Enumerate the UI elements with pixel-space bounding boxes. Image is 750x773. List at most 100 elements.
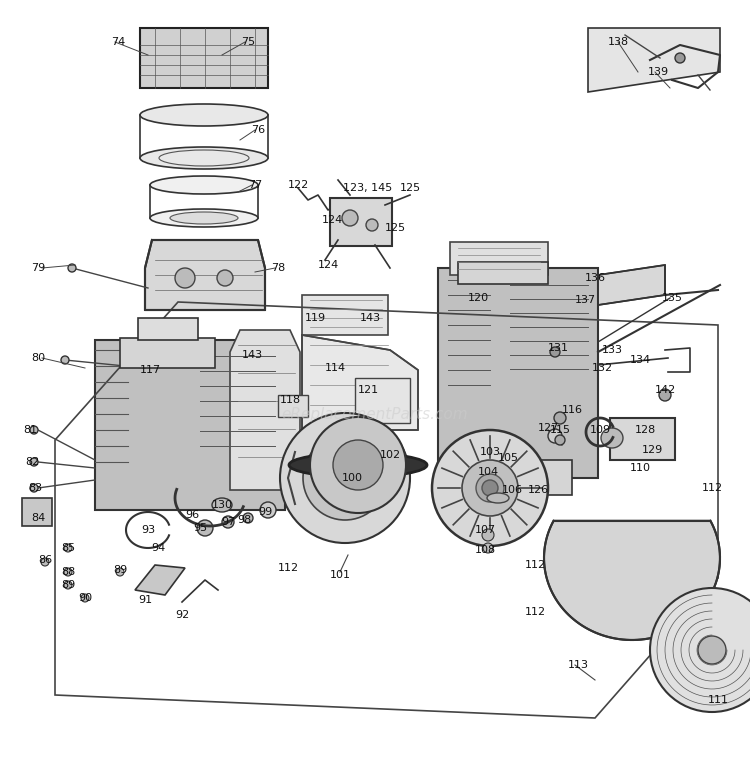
Circle shape bbox=[482, 529, 494, 541]
Circle shape bbox=[548, 429, 562, 443]
Text: 125: 125 bbox=[385, 223, 406, 233]
Polygon shape bbox=[438, 268, 598, 478]
Circle shape bbox=[366, 219, 378, 231]
Text: 90: 90 bbox=[78, 593, 92, 603]
Bar bbox=[278, 395, 308, 417]
Circle shape bbox=[698, 636, 726, 664]
Text: 102: 102 bbox=[380, 450, 400, 460]
Circle shape bbox=[650, 588, 750, 712]
Ellipse shape bbox=[212, 498, 232, 512]
Ellipse shape bbox=[140, 147, 268, 169]
Bar bbox=[355, 378, 410, 423]
Circle shape bbox=[482, 480, 498, 496]
Text: 93: 93 bbox=[141, 525, 155, 535]
Text: 74: 74 bbox=[111, 37, 125, 47]
Circle shape bbox=[263, 507, 273, 517]
Circle shape bbox=[333, 440, 383, 490]
Text: 124: 124 bbox=[317, 260, 339, 270]
Polygon shape bbox=[135, 565, 185, 595]
Text: 113: 113 bbox=[568, 660, 589, 670]
Text: 119: 119 bbox=[304, 313, 326, 323]
Text: 136: 136 bbox=[584, 273, 605, 283]
Circle shape bbox=[41, 558, 49, 566]
Text: 116: 116 bbox=[562, 405, 583, 415]
Text: 109: 109 bbox=[590, 425, 610, 435]
Text: eReplacementParts.com: eReplacementParts.com bbox=[282, 407, 468, 423]
Text: 142: 142 bbox=[654, 385, 676, 395]
Circle shape bbox=[64, 544, 72, 552]
Circle shape bbox=[81, 594, 89, 602]
Polygon shape bbox=[588, 28, 720, 92]
Circle shape bbox=[30, 484, 38, 492]
Polygon shape bbox=[598, 265, 665, 305]
Text: 75: 75 bbox=[241, 37, 255, 47]
Text: 88: 88 bbox=[61, 567, 75, 577]
Bar bbox=[22, 498, 52, 526]
Circle shape bbox=[222, 516, 234, 528]
Circle shape bbox=[243, 513, 253, 523]
Text: 112: 112 bbox=[524, 607, 545, 617]
Text: 132: 132 bbox=[592, 363, 613, 373]
Text: 112: 112 bbox=[701, 483, 722, 493]
Circle shape bbox=[30, 458, 38, 466]
Text: 112: 112 bbox=[524, 560, 545, 570]
Text: 94: 94 bbox=[151, 543, 165, 553]
Bar bbox=[458, 262, 548, 284]
Text: 91: 91 bbox=[138, 595, 152, 605]
Bar bbox=[610, 418, 675, 460]
Text: 100: 100 bbox=[341, 473, 362, 483]
Circle shape bbox=[310, 417, 406, 513]
Circle shape bbox=[555, 435, 565, 445]
Text: 85: 85 bbox=[61, 543, 75, 553]
Text: 108: 108 bbox=[475, 545, 496, 555]
Text: 130: 130 bbox=[211, 500, 232, 510]
Circle shape bbox=[303, 436, 387, 520]
Circle shape bbox=[64, 568, 72, 576]
Text: 112: 112 bbox=[278, 563, 298, 573]
Bar bbox=[120, 338, 215, 368]
Text: 105: 105 bbox=[497, 453, 518, 463]
Text: 89: 89 bbox=[61, 580, 75, 590]
Text: 128: 128 bbox=[634, 425, 656, 435]
Text: 79: 79 bbox=[31, 263, 45, 273]
Circle shape bbox=[659, 389, 671, 401]
Text: 124: 124 bbox=[321, 215, 343, 225]
Text: 126: 126 bbox=[527, 485, 548, 495]
Text: 104: 104 bbox=[478, 467, 499, 477]
Bar bbox=[530, 460, 572, 495]
Circle shape bbox=[432, 430, 548, 546]
Text: 82: 82 bbox=[25, 457, 39, 467]
Bar bbox=[140, 28, 268, 88]
Text: 81: 81 bbox=[23, 425, 37, 435]
Circle shape bbox=[675, 53, 685, 63]
Text: 97: 97 bbox=[220, 517, 236, 527]
Circle shape bbox=[462, 460, 518, 516]
Ellipse shape bbox=[150, 176, 258, 194]
Ellipse shape bbox=[289, 453, 427, 477]
Text: 86: 86 bbox=[38, 555, 52, 565]
Ellipse shape bbox=[170, 212, 238, 224]
Text: 106: 106 bbox=[502, 485, 523, 495]
Text: 110: 110 bbox=[629, 463, 650, 473]
Text: 129: 129 bbox=[641, 445, 663, 455]
Text: 80: 80 bbox=[31, 353, 45, 363]
Circle shape bbox=[280, 413, 410, 543]
Text: 131: 131 bbox=[548, 343, 568, 353]
Text: 127: 127 bbox=[537, 423, 559, 433]
Circle shape bbox=[476, 474, 504, 502]
Circle shape bbox=[342, 210, 358, 226]
Text: 123, 145: 123, 145 bbox=[344, 183, 393, 193]
Text: 133: 133 bbox=[602, 345, 622, 355]
Text: 92: 92 bbox=[175, 610, 189, 620]
Text: 84: 84 bbox=[31, 513, 45, 523]
Text: 118: 118 bbox=[280, 395, 301, 405]
Bar bbox=[138, 318, 198, 340]
Circle shape bbox=[175, 268, 195, 288]
Text: 76: 76 bbox=[251, 125, 265, 135]
Text: 107: 107 bbox=[475, 525, 496, 535]
Text: 120: 120 bbox=[467, 293, 488, 303]
Text: 111: 111 bbox=[707, 695, 728, 705]
Polygon shape bbox=[95, 340, 285, 510]
Circle shape bbox=[61, 356, 69, 364]
Text: 96: 96 bbox=[185, 510, 199, 520]
